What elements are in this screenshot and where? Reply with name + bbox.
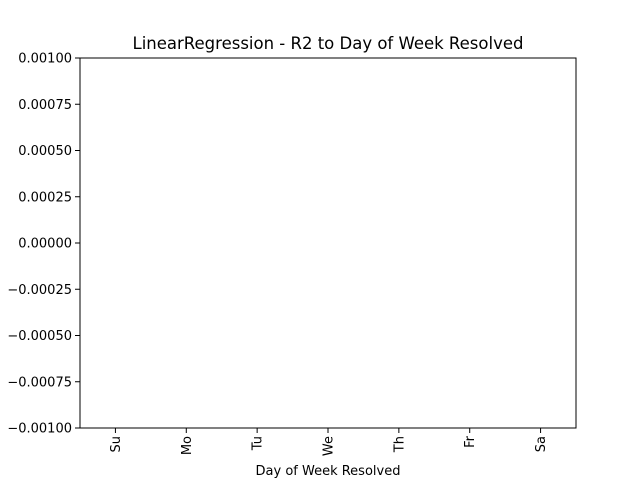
x-tick-label: Mo (180, 436, 195, 455)
y-tick-label: 0.00025 (18, 190, 72, 205)
x-axis-label: Day of Week Resolved (256, 464, 401, 479)
y-tick-label: 0.00050 (18, 144, 72, 159)
y-tick-label: −0.00100 (7, 422, 72, 437)
y-tick-label: −0.00075 (7, 375, 72, 390)
x-axis: Su Mo Tu We Th Fr Sa (109, 428, 549, 456)
y-tick-label: −0.00025 (7, 283, 72, 298)
x-tick-label: Su (109, 436, 124, 453)
y-tick-label: −0.00050 (7, 329, 72, 344)
y-tick-label: 0.00000 (18, 237, 72, 252)
x-tick-label: We (322, 436, 337, 456)
y-tick-label: 0.00100 (18, 52, 72, 67)
x-tick-label: Sa (534, 436, 549, 452)
chart-title: LinearRegression - R2 to Day of Week Res… (133, 34, 524, 53)
y-tick-label: 0.00075 (18, 98, 72, 113)
x-tick-label: Tu (251, 436, 266, 451)
y-axis: 0.00100 0.00075 0.00050 0.00025 0.00000 −0.00… (7, 52, 80, 437)
plot-area (79, 57, 577, 429)
x-tick-label: Th (392, 436, 407, 453)
x-tick-label: Fr (463, 435, 478, 448)
